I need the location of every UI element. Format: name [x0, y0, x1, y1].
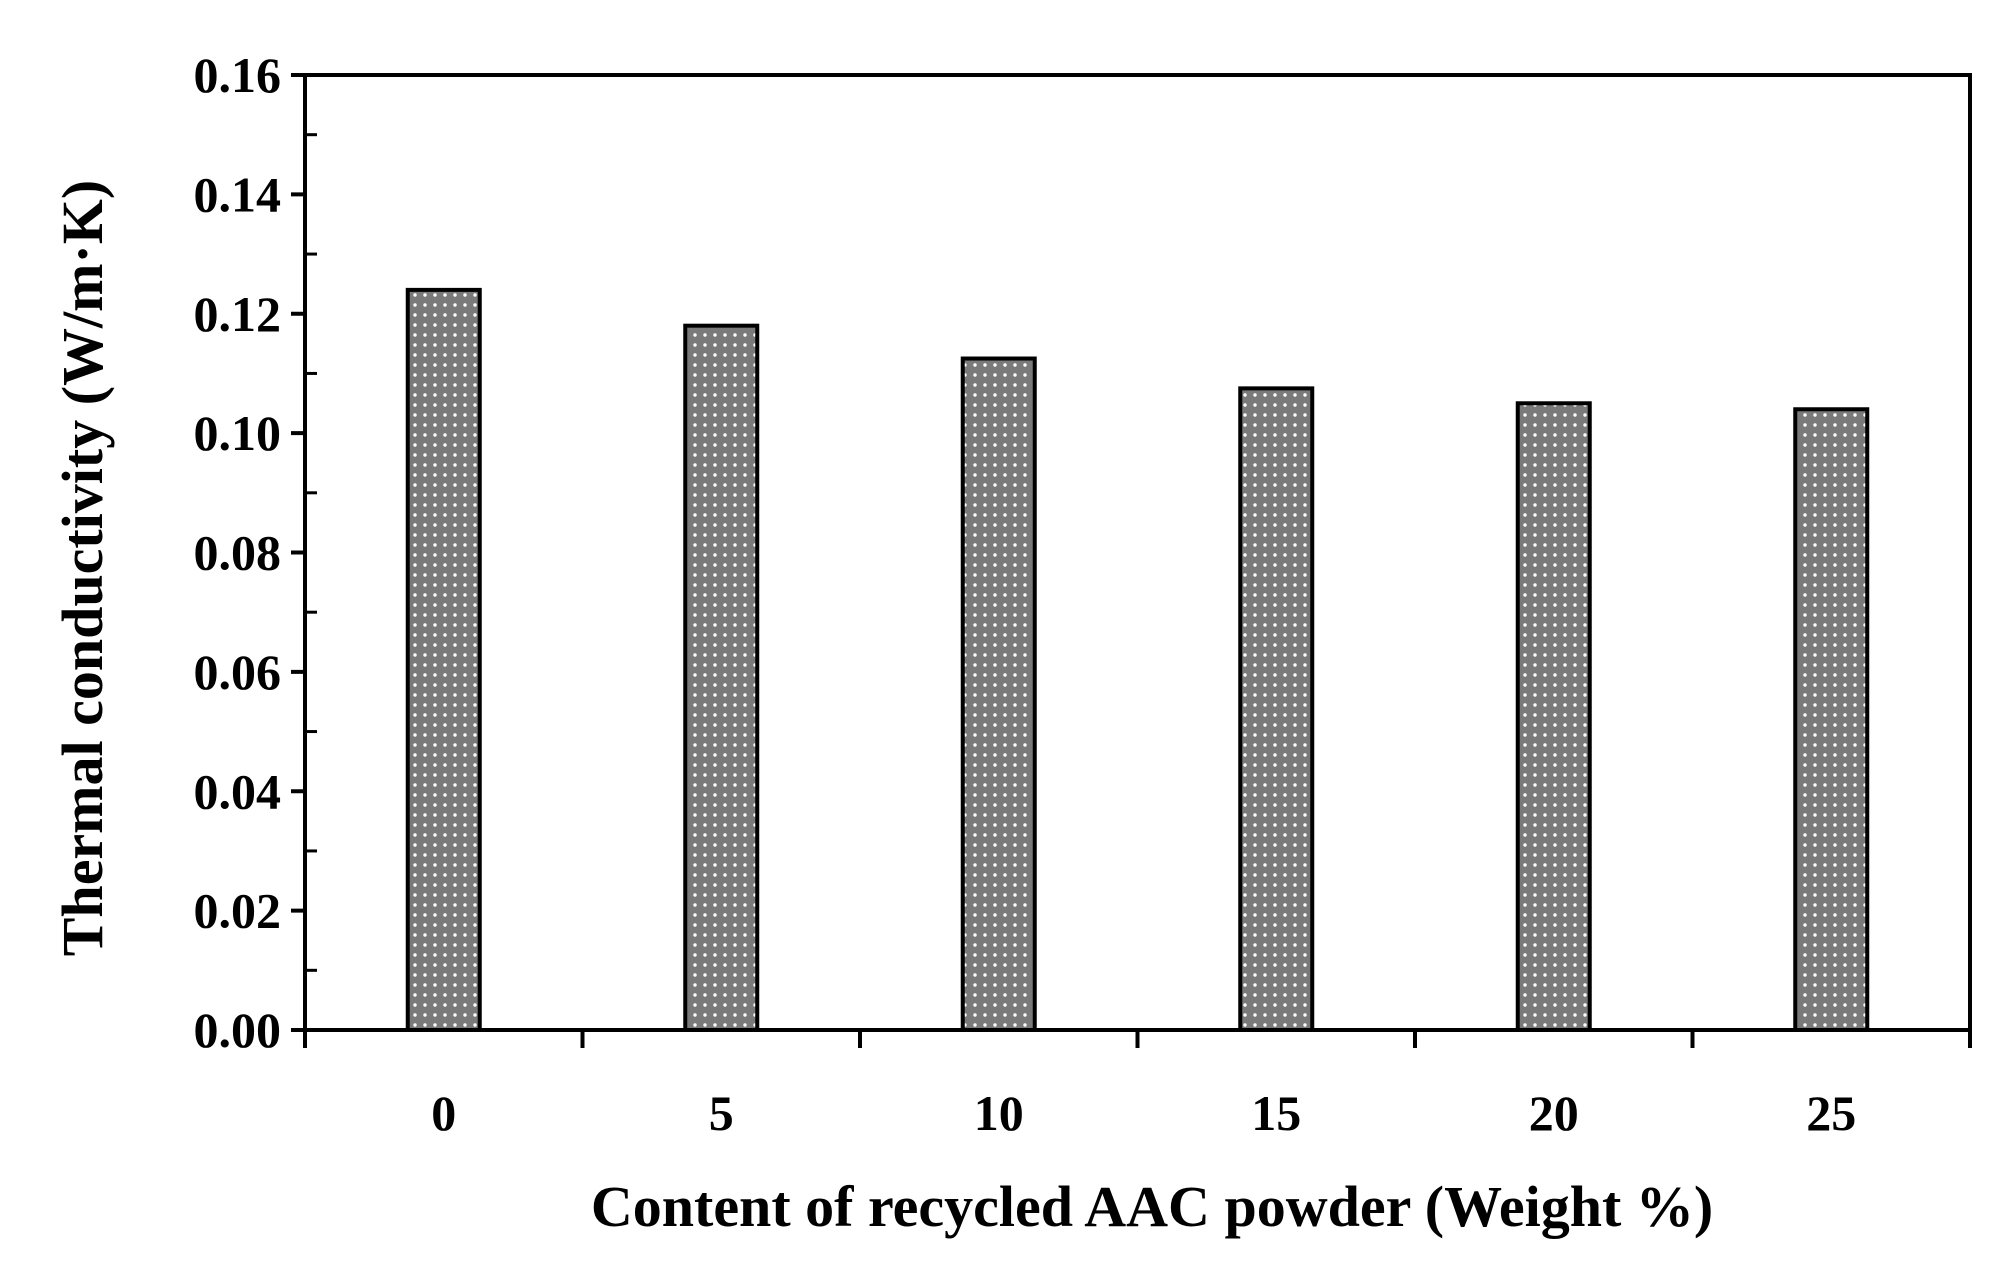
y-tick-label: 0.16 [194, 47, 282, 103]
x-tick-label-10: 10 [974, 1085, 1024, 1141]
y-tick-label: 0.10 [194, 405, 282, 461]
bar-5 [683, 323, 760, 1032]
bar-20 [1515, 401, 1592, 1032]
bar-10 [960, 356, 1037, 1032]
ticks-layer: 0.00 0.02 0.04 0.06 0.08 0.10 0.12 0.14 0.16 0 5 10… [194, 47, 1972, 1141]
y-tick-label: 0.06 [194, 644, 282, 700]
y-tick-label: 0.04 [194, 763, 282, 819]
bar-25 [1793, 407, 1870, 1032]
x-axis-title: Content of recycled AAC powder (Weight %… [591, 1174, 1713, 1239]
y-tick-label: 0.12 [194, 286, 282, 342]
x-tick-label-20: 20 [1529, 1085, 1579, 1141]
x-tick-label-25: 25 [1806, 1085, 1856, 1141]
y-tick-label: 0.08 [194, 525, 282, 581]
plot-frame [303, 73, 1972, 1032]
x-tick-label-0: 0 [431, 1085, 456, 1141]
x-tick-label-5: 5 [709, 1085, 734, 1141]
y-axis-title: Thermal conductivity (W/m·K) [50, 180, 115, 957]
bar-15 [1238, 386, 1315, 1032]
bars-layer [405, 287, 1870, 1032]
y-tick-label: 0.02 [194, 883, 282, 939]
y-tick-label: 0.00 [194, 1002, 282, 1058]
x-tick-label-15: 15 [1251, 1085, 1301, 1141]
y-tick-label: 0.14 [194, 166, 282, 222]
axes-layer [303, 73, 1972, 1032]
bar-0 [405, 287, 482, 1032]
